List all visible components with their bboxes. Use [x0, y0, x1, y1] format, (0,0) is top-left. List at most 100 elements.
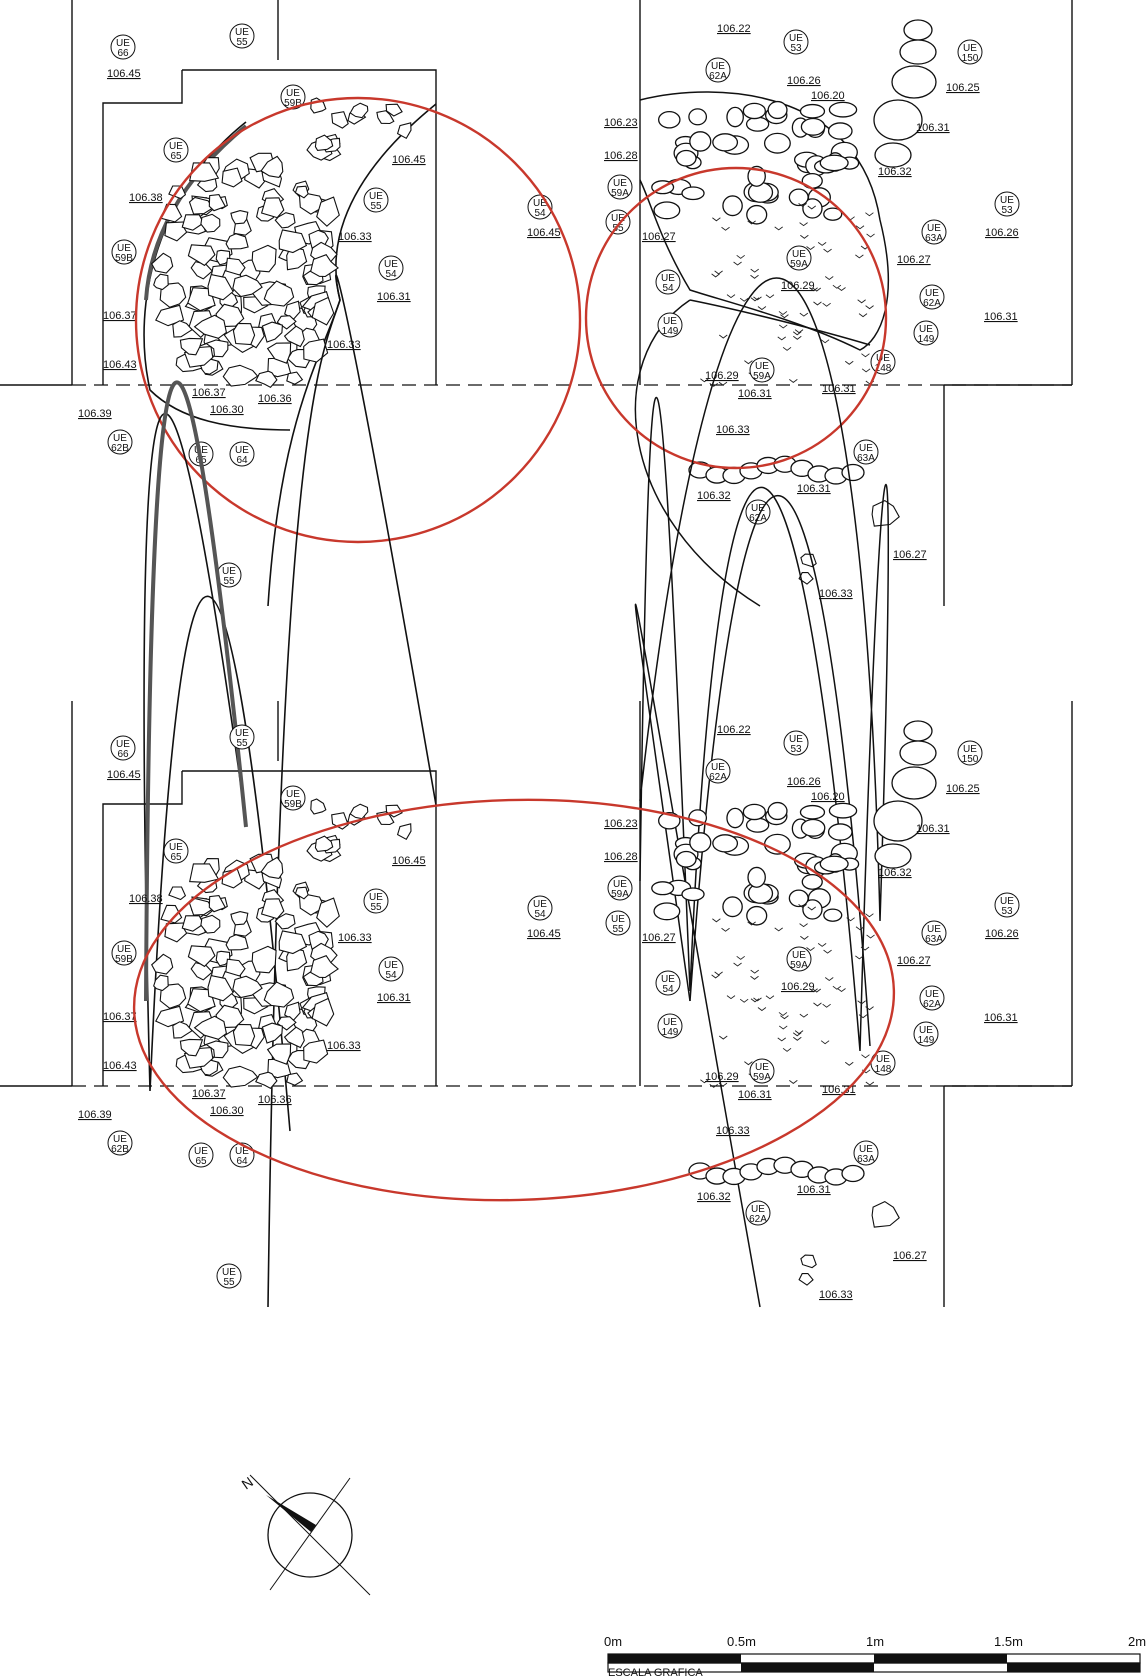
soil-hatch	[866, 934, 875, 939]
boulder	[899, 39, 937, 65]
elevation-label: 106.37	[192, 1088, 226, 1100]
elevation-label: 106.23	[604, 117, 638, 129]
scale-bar: 0m 0.5m 1m 1.5m 2m ESCALA GRAFICA	[604, 1634, 1146, 1677]
ue-label: UE	[919, 324, 933, 335]
soil-hatch	[798, 904, 807, 908]
soil-hatch	[809, 287, 818, 292]
ue-label: 59A	[753, 1072, 771, 1083]
ue-label: 62A	[923, 298, 941, 309]
soil-hatch	[809, 988, 818, 993]
soil-hatch	[744, 1061, 753, 1066]
ue-label: 62B	[111, 1144, 129, 1155]
elevation-label: 106.32	[697, 490, 731, 502]
ue-label: 149	[662, 326, 679, 337]
ue-label: 59B	[284, 799, 302, 810]
boulder	[841, 463, 865, 482]
stone	[261, 321, 283, 343]
stone	[251, 244, 277, 273]
soil-hatch	[822, 302, 831, 307]
soil-hatch	[757, 1007, 767, 1012]
boulder	[747, 866, 766, 888]
elevation-label: 106.31	[377, 291, 411, 303]
boulder	[726, 106, 744, 128]
stone	[225, 233, 249, 250]
scale-segment	[741, 1663, 874, 1672]
stone	[310, 254, 340, 278]
ue-circle	[657, 312, 683, 338]
cut-edge	[689, 494, 871, 1047]
stone	[208, 895, 227, 913]
soil-hatch	[855, 254, 864, 259]
ue-label: UE	[613, 879, 627, 890]
elevation-label: 106.45	[392, 154, 426, 166]
stone	[310, 798, 327, 815]
boulder	[827, 823, 853, 841]
ue-label: UE	[792, 249, 806, 260]
elevation-label: 106.33	[716, 424, 750, 436]
ue-circle	[107, 1130, 133, 1156]
soil-hatch	[714, 971, 723, 976]
soil-hatch	[765, 995, 775, 1000]
ue-label: UE	[789, 33, 803, 44]
ue-label: 150	[962, 754, 979, 765]
boulder	[823, 908, 843, 922]
north-label: N	[239, 1474, 256, 1493]
stone	[207, 273, 234, 301]
soil-hatch	[844, 1061, 854, 1066]
elevation-label: 106.37	[103, 310, 137, 322]
soil-hatch	[780, 1015, 789, 1020]
elevation-label: 106.32	[878, 867, 912, 879]
ue-label: UE	[663, 1017, 677, 1028]
soil-hatch	[750, 969, 759, 974]
soil-hatch	[750, 297, 760, 302]
ue-label: 53	[790, 43, 802, 54]
soil-hatch	[736, 955, 745, 960]
scale-tick-label: 2m	[1128, 1634, 1146, 1649]
ue-label: UE	[369, 892, 383, 903]
boulder	[681, 186, 705, 201]
boulder	[722, 195, 743, 217]
elevation-label: 106.37	[103, 1011, 137, 1023]
elevation-label: 106.29	[705, 370, 739, 382]
elevation-label: 106.45	[107, 769, 141, 781]
boulder	[745, 116, 770, 132]
boulder	[653, 201, 681, 220]
stone	[331, 111, 349, 129]
ue-label: 59A	[611, 889, 629, 900]
ue-label: 148	[875, 363, 892, 374]
stone	[151, 953, 174, 975]
scale-segment	[1007, 1663, 1140, 1672]
boulder	[675, 850, 697, 868]
plan-boundary	[182, 770, 437, 1086]
ue-label: UE	[963, 744, 977, 755]
elevation-label: 106.36	[258, 1094, 292, 1106]
soil-hatch	[778, 324, 788, 329]
ue-label: 53	[1001, 906, 1013, 917]
soil-hatch	[806, 246, 815, 251]
soil-hatch	[774, 226, 783, 231]
stone	[303, 338, 329, 363]
ue-label: UE	[369, 191, 383, 202]
ue-label: UE	[751, 503, 765, 514]
elevation-label: 106.33	[716, 1125, 750, 1137]
ue-label: UE	[963, 43, 977, 54]
soil-hatch	[855, 225, 865, 230]
boulder	[742, 803, 766, 821]
stone	[221, 167, 243, 188]
elevation-label: 106.31	[797, 1184, 831, 1196]
soil-hatch	[765, 294, 775, 299]
soil-hatch	[782, 346, 792, 351]
soil-hatch	[857, 1000, 866, 1005]
annotation-ellipse	[132, 798, 896, 1202]
elevation-label: 106.39	[78, 1109, 112, 1121]
elevation-label: 106.37	[192, 387, 226, 399]
